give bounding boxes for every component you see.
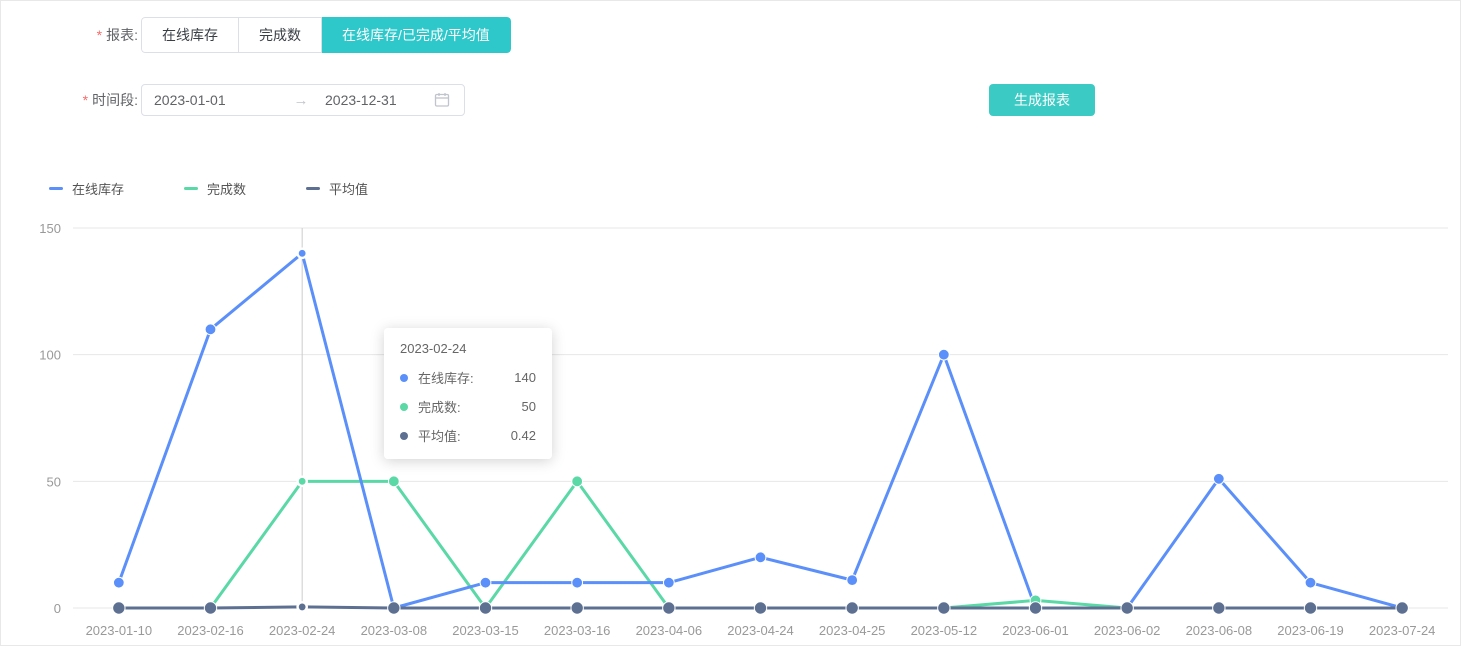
svg-text:2023-01-10: 2023-01-10: [86, 623, 153, 638]
svg-text:2023-07-24: 2023-07-24: [1369, 623, 1436, 638]
svg-text:2023-04-25: 2023-04-25: [819, 623, 886, 638]
svg-text:2023-03-08: 2023-03-08: [361, 623, 428, 638]
time-period-label: * 时间段:: [82, 92, 138, 108]
required-asterisk: *: [82, 92, 89, 108]
chart-legend: 在线库存 完成数 平均值: [49, 179, 368, 198]
svg-text:2023-06-19: 2023-06-19: [1277, 623, 1344, 638]
svg-text:2023-03-15: 2023-03-15: [452, 623, 519, 638]
svg-text:2023-02-24: 2023-02-24: [269, 623, 336, 638]
svg-text:2023-06-01: 2023-06-01: [1002, 623, 1069, 638]
tab-completed-count[interactable]: 完成数: [239, 17, 322, 53]
legend-line-swatch: [49, 187, 63, 190]
svg-text:50: 50: [47, 474, 61, 489]
legend-label: 在线库存: [72, 182, 125, 197]
legend-item-online-inventory[interactable]: 在线库存: [49, 179, 124, 198]
chart-tooltip: 2023-02-24 在线库存: 140 完成数: 50 平均值: 0.42: [384, 328, 552, 459]
series-dot-icon: [400, 373, 408, 382]
svg-text:2023-06-08: 2023-06-08: [1186, 623, 1253, 638]
svg-text:2023-05-12: 2023-05-12: [911, 623, 978, 638]
tab-online-inventory[interactable]: 在线库存: [141, 17, 239, 53]
date-range-picker[interactable]: 2023-01-01 → 2023-12-31: [141, 84, 465, 116]
legend-item-average[interactable]: 平均值: [306, 179, 368, 198]
calendar-icon[interactable]: [434, 92, 450, 108]
svg-text:2023-02-16: 2023-02-16: [177, 623, 244, 638]
series-dot-icon: [400, 402, 408, 411]
svg-text:0: 0: [54, 601, 61, 616]
svg-text:2023-04-06: 2023-04-06: [636, 623, 703, 638]
tab-inventory-completed-average[interactable]: 在线库存/已完成/平均值: [322, 17, 511, 53]
required-asterisk: *: [96, 27, 103, 43]
arrow-right-icon: →: [293, 91, 309, 109]
svg-text:2023-04-24: 2023-04-24: [727, 623, 794, 638]
time-period-row: * 时间段: 2023-01-01 → 2023-12-31 生成报表: [1, 84, 1460, 116]
report-type-label: * 报表:: [96, 27, 138, 43]
report-type-row: * 报表: 在线库存 完成数 在线库存/已完成/平均值: [1, 17, 511, 53]
tooltip-date-title: 2023-02-24: [400, 341, 467, 356]
svg-text:100: 100: [39, 348, 61, 363]
legend-line-swatch: [184, 187, 199, 190]
legend-label: 平均值: [329, 182, 369, 197]
legend-line-swatch: [306, 187, 321, 190]
start-date-value[interactable]: 2023-01-01: [154, 92, 226, 108]
svg-text:150: 150: [39, 221, 61, 236]
tooltip-row-average: 平均值: 0.42: [400, 426, 536, 445]
legend-item-completed-count[interactable]: 完成数: [184, 179, 246, 198]
end-date-value[interactable]: 2023-12-31: [325, 92, 397, 108]
svg-text:2023-03-16: 2023-03-16: [544, 623, 611, 638]
generate-report-button[interactable]: 生成报表: [989, 84, 1095, 116]
line-chart[interactable]: 0 50 100 150 2023-01-10 2023-02-16 2023-02-24 2…: [1, 211, 1461, 646]
tooltip-row-completed-count: 完成数: 50: [400, 397, 536, 416]
report-type-tab-group: 在线库存 完成数 在线库存/已完成/平均值: [141, 17, 511, 53]
button-holder: 生成报表: [465, 84, 1460, 116]
svg-text:2023-06-02: 2023-06-02: [1094, 623, 1161, 638]
tooltip-row-online-inventory: 在线库存: 140: [400, 368, 536, 387]
legend-label: 完成数: [207, 182, 247, 197]
series-dot-icon: [400, 431, 408, 440]
